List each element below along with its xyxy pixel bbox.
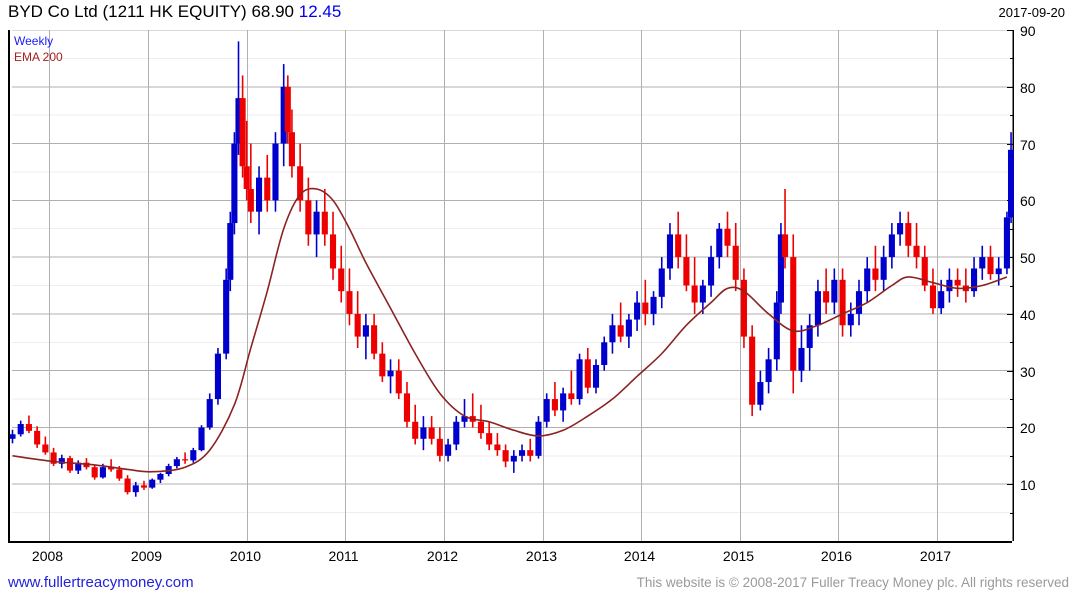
x-axis-tick-2009: 2009: [130, 548, 163, 564]
as-of-date: 2017-09-20: [998, 5, 1066, 20]
x-axis-tick-2013: 2013: [525, 548, 558, 564]
y-axis-tick-20: 20: [1020, 419, 1036, 436]
price-chart-plot: [8, 30, 1014, 543]
y-axis-tick-50: 50: [1020, 249, 1036, 266]
y-axis-tick-60: 60: [1020, 192, 1036, 209]
ema-200-line: [12, 187, 1008, 473]
copyright-notice: This website is © 2008-2017 Fuller Treac…: [636, 575, 1069, 590]
y-axis-tick-10: 10: [1020, 476, 1036, 493]
x-axis-tick-2011: 2011: [328, 548, 359, 564]
x-axis-tick-2012: 2012: [426, 548, 459, 564]
x-axis-tick-2015: 2015: [722, 548, 755, 564]
last-price: 68.90: [251, 2, 294, 21]
ohlc-bars: [10, 41, 1014, 497]
major-gridlines: [12, 30, 1014, 485]
chart-canvas: [10, 30, 1014, 543]
chart-legend: Weekly EMA 200: [14, 33, 63, 65]
y-axis-tick-90: 90: [1020, 22, 1036, 39]
price-change: 12.45: [298, 2, 342, 21]
vertical-gridlines: [49, 30, 938, 541]
x-axis-tick-2016: 2016: [820, 548, 853, 564]
legend-item-weekly: Weekly: [14, 34, 54, 48]
y-axis-tick-30: 30: [1020, 363, 1036, 380]
y-axis-tick-40: 40: [1020, 306, 1036, 323]
site-url[interactable]: www.fullertreacymoney.com: [8, 574, 194, 591]
x-axis-tick-2014: 2014: [623, 548, 656, 564]
x-axis-tick-2017: 2017: [919, 548, 952, 564]
y-axis-tick-80: 80: [1020, 79, 1036, 96]
x-axis-tick-2008: 2008: [31, 548, 64, 564]
axis-ticks: [49, 30, 1014, 543]
instrument-name: BYD Co Ltd (1211 HK EQUITY): [8, 2, 247, 21]
legend-item-ema200: EMA 200: [14, 50, 63, 64]
page-title: BYD Co Ltd (1211 HK EQUITY) 68.90 12.45: [8, 2, 341, 22]
minor-gridlines: [12, 57, 1014, 514]
y-axis-tick-70: 70: [1020, 136, 1036, 153]
x-axis-tick-2010: 2010: [229, 548, 262, 564]
chart-header: BYD Co Ltd (1211 HK EQUITY) 68.90 12.45 …: [0, 0, 1075, 26]
